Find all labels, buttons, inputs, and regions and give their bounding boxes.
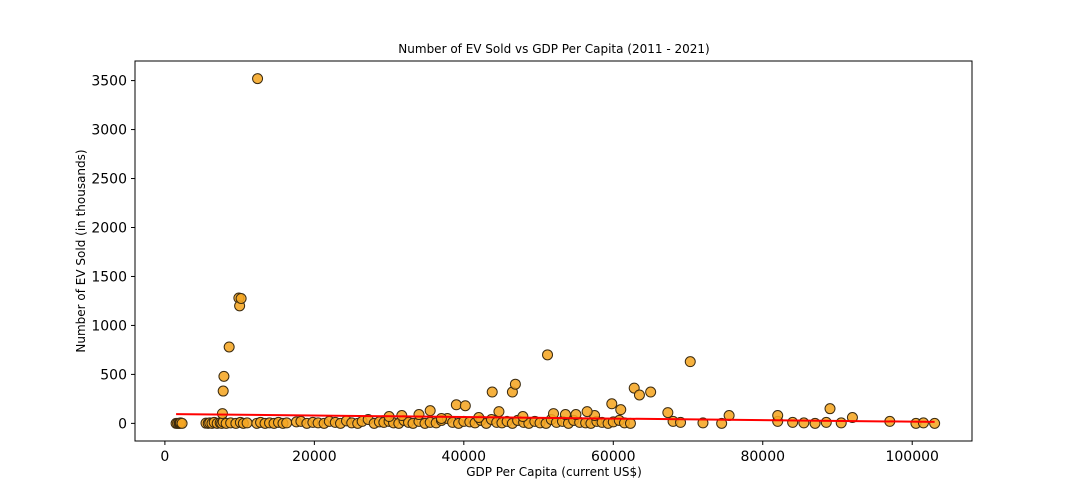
data-point xyxy=(917,417,929,429)
data-point xyxy=(450,399,462,411)
data-point xyxy=(787,416,799,428)
data-point xyxy=(542,349,554,361)
data-point xyxy=(606,398,618,410)
data-point xyxy=(716,417,728,429)
data-point xyxy=(615,404,627,416)
data-point xyxy=(493,406,505,418)
y-tick-label: 0 xyxy=(118,416,127,432)
data-point xyxy=(581,406,593,418)
x-tick-label: 40000 xyxy=(442,449,487,465)
data-point xyxy=(559,409,571,421)
data-point xyxy=(633,389,645,401)
x-axis-title: GDP Per Capita (current US$) xyxy=(466,465,642,479)
data-point xyxy=(835,417,847,429)
data-point xyxy=(929,417,941,429)
data-point xyxy=(824,403,836,415)
y-tick-label: 2500 xyxy=(91,172,127,188)
data-point xyxy=(684,356,696,368)
data-point xyxy=(798,417,810,429)
data-point xyxy=(509,378,521,390)
data-point xyxy=(241,417,253,429)
y-axis: 0 500 1000 1500 2000 2500 3000 3500 xyxy=(91,74,135,432)
data-point xyxy=(252,73,264,85)
y-tick-label: 1500 xyxy=(91,269,127,285)
data-point xyxy=(772,410,784,422)
data-point xyxy=(459,400,471,412)
data-point xyxy=(645,386,657,398)
data-point xyxy=(217,385,229,397)
x-tick-label: 0 xyxy=(160,449,169,465)
y-tick-label: 3500 xyxy=(91,74,127,90)
data-point xyxy=(624,417,636,429)
data-point xyxy=(517,411,529,423)
data-point xyxy=(218,370,230,382)
x-tick-label: 80000 xyxy=(740,449,785,465)
y-tick-label: 500 xyxy=(100,367,127,383)
data-point xyxy=(176,417,188,429)
trend-line xyxy=(176,413,935,423)
data-point xyxy=(281,417,293,429)
y-tick-label: 1000 xyxy=(91,318,127,334)
plot-area xyxy=(170,73,941,429)
y-tick-label: 3000 xyxy=(91,123,127,139)
data-point xyxy=(486,386,498,398)
y-axis-title: Number of EV Sold (in thousands) xyxy=(74,149,88,352)
data-point xyxy=(662,407,674,419)
x-tick-label: 100000 xyxy=(885,449,938,465)
plot-frame xyxy=(134,60,973,442)
x-tick-label: 20000 xyxy=(292,449,337,465)
x-axis: 0 20000 40000 60000 80000 100000 xyxy=(160,441,939,465)
data-point xyxy=(235,293,247,304)
data-point xyxy=(820,416,832,428)
data-point xyxy=(846,411,858,423)
x-tick-label: 60000 xyxy=(591,449,636,465)
y-tick-label: 2000 xyxy=(91,220,127,236)
data-point xyxy=(413,409,425,421)
chart-title: Number of EV Sold vs GDP Per Capita (201… xyxy=(398,42,709,56)
data-point xyxy=(223,341,235,353)
data-point xyxy=(424,405,436,417)
data-point xyxy=(435,412,447,424)
